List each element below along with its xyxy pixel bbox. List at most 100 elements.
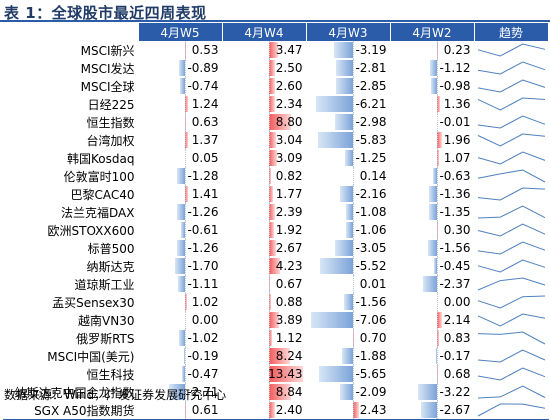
zero-line — [353, 149, 354, 167]
value-cell: 0.30 — [390, 221, 474, 239]
value-cell: -7.06 — [306, 311, 390, 329]
zero-line — [353, 113, 354, 131]
value-number: 2.43 — [360, 402, 387, 418]
value-bar — [342, 348, 353, 364]
value-cell: 2.50 — [222, 59, 306, 77]
value-number: -3.22 — [439, 384, 470, 400]
zero-line — [437, 221, 438, 239]
value-number: -5.65 — [355, 366, 386, 382]
value-cell: 4.23 — [222, 257, 306, 275]
value-bar — [423, 276, 437, 292]
zero-line — [185, 203, 186, 221]
header-week-2: 4月W2 — [390, 23, 474, 41]
zero-line — [185, 131, 186, 149]
trend-sparkline — [475, 239, 548, 257]
value-number: 1.41 — [192, 186, 219, 202]
value-number: -2.98 — [355, 114, 386, 130]
zero-line — [269, 59, 270, 77]
trend-sparkline-cell — [474, 275, 548, 293]
value-cell: -1.11 — [138, 275, 222, 293]
value-number: 3.47 — [276, 42, 303, 58]
value-number: 0.68 — [444, 366, 471, 382]
zero-line — [269, 347, 270, 365]
index-name: 恒生指数 — [3, 113, 138, 131]
value-number: 2.34 — [276, 96, 303, 112]
sparkline-path — [478, 206, 545, 218]
value-number: -2.16 — [355, 186, 386, 202]
value-number: 0.83 — [444, 330, 471, 346]
value-cell: 2.60 — [222, 77, 306, 95]
value-cell: 0.88 — [222, 293, 306, 311]
value-cell: 1.96 — [390, 131, 474, 149]
value-cell: 1.07 — [390, 149, 474, 167]
value-cell: -1.36 — [390, 185, 474, 203]
value-number: -1.12 — [439, 60, 470, 76]
index-name: 欧洲STOXX600 — [3, 221, 138, 239]
zero-line — [353, 95, 354, 113]
value-cell: -2.37 — [390, 275, 474, 293]
sparkline-path — [478, 134, 545, 146]
value-bar — [311, 312, 353, 328]
zero-line — [353, 347, 354, 365]
value-number: -1.56 — [439, 240, 470, 256]
header-week-3: 4月W3 — [306, 23, 390, 41]
value-number: 1.92 — [276, 222, 303, 238]
value-number: 0.30 — [444, 222, 471, 238]
value-number: 0.14 — [360, 168, 387, 184]
value-cell: 0.05 — [138, 149, 222, 167]
zero-line — [185, 41, 186, 59]
value-number: -2.37 — [439, 276, 470, 292]
zero-line — [353, 203, 354, 221]
index-name: 孟买Sensex30 — [3, 293, 138, 311]
value-cell: 2.34 — [222, 95, 306, 113]
zero-line — [269, 311, 270, 329]
sparkline-path — [478, 188, 545, 200]
zero-line — [353, 239, 354, 257]
trend-sparkline — [475, 257, 548, 275]
sparkline-path — [478, 404, 545, 416]
value-number: -3.05 — [355, 240, 386, 256]
value-number: -0.17 — [439, 348, 470, 364]
value-cell: -1.70 — [138, 257, 222, 275]
value-cell: -1.88 — [306, 347, 390, 365]
zero-line — [353, 329, 354, 347]
value-number: -1.06 — [355, 222, 386, 238]
value-number: -1.56 — [355, 294, 386, 310]
value-bar — [421, 402, 437, 418]
zero-line — [269, 221, 270, 239]
index-name: 越南VN30 — [3, 311, 138, 329]
trend-sparkline — [475, 365, 548, 383]
value-number: 1.12 — [276, 330, 303, 346]
value-cell: 0.53 — [138, 41, 222, 59]
zero-line — [269, 95, 270, 113]
zero-line — [185, 149, 186, 167]
value-number: 2.50 — [276, 60, 303, 76]
index-name: 台湾加权 — [3, 131, 138, 149]
zero-line — [437, 257, 438, 275]
zero-line — [437, 203, 438, 221]
value-cell: -1.28 — [138, 167, 222, 185]
value-number: -0.47 — [187, 366, 218, 382]
trend-sparkline — [475, 293, 548, 311]
sparkline-path — [478, 314, 545, 326]
zero-line — [437, 329, 438, 347]
value-number: 0.05 — [192, 150, 219, 166]
trend-sparkline — [475, 275, 548, 293]
value-cell: 1.77 — [222, 185, 306, 203]
trend-sparkline — [475, 401, 548, 419]
value-bar — [345, 150, 352, 166]
value-number: -2.81 — [355, 60, 386, 76]
value-cell: -0.45 — [390, 257, 474, 275]
value-number: -1.08 — [355, 204, 386, 220]
sparkline-path — [478, 170, 545, 182]
trend-sparkline-cell — [474, 221, 548, 239]
value-cell: -0.47 — [138, 365, 222, 383]
trend-sparkline-cell — [474, 401, 548, 420]
index-name: MSCI全球 — [3, 77, 138, 95]
trend-sparkline-cell — [474, 149, 548, 167]
index-name: 伦敦富时100 — [3, 167, 138, 185]
